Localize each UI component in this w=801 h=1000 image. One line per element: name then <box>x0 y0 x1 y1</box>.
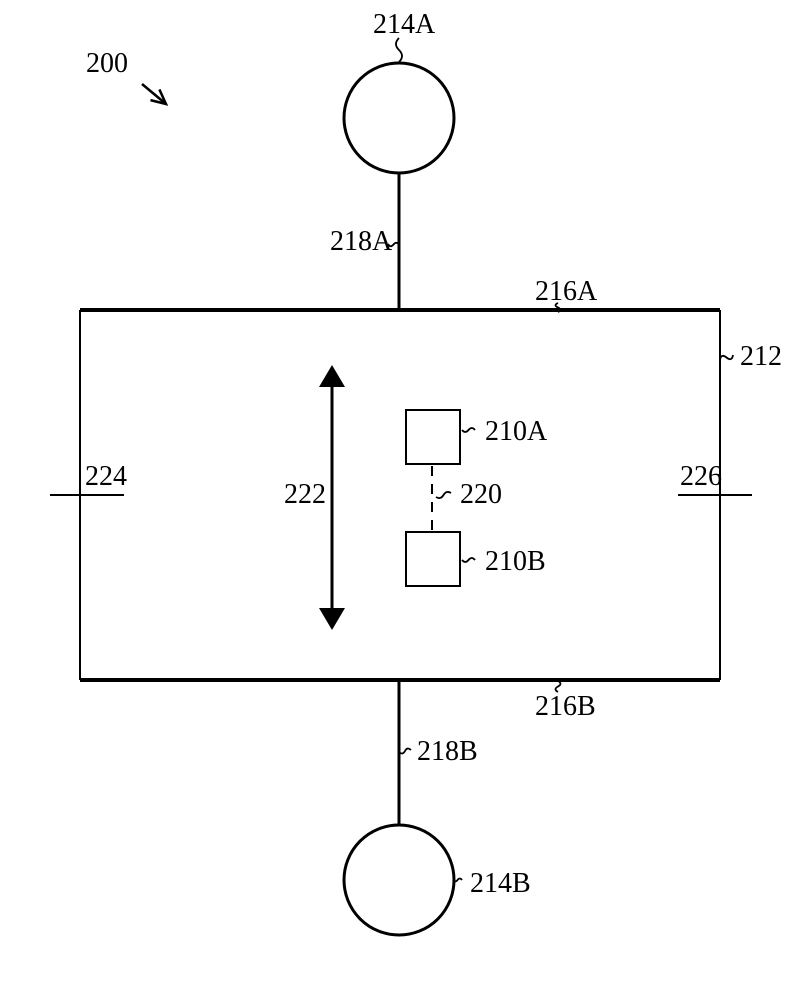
label-200: 200 <box>86 48 128 79</box>
label-226: 226 <box>680 461 722 492</box>
lead-ll212 <box>720 355 733 360</box>
label-214a: 214A <box>373 9 436 40</box>
node-210b <box>406 532 460 586</box>
label-216b: 216B <box>535 691 596 722</box>
label-210a: 210A <box>485 416 548 447</box>
lead-ll220 <box>436 492 451 498</box>
lead-ll214A <box>396 38 402 62</box>
arrow-222-head-up <box>319 365 345 387</box>
arrow-222-head-down <box>319 608 345 630</box>
label-220: 220 <box>460 479 502 510</box>
node-214a <box>344 63 454 173</box>
lead-ll210B <box>462 558 475 562</box>
lead-ll210A <box>462 428 475 432</box>
label-222: 222 <box>284 479 326 510</box>
node-214b <box>344 825 454 935</box>
label-212: 212 <box>740 341 782 372</box>
node-210a <box>406 410 460 464</box>
label-218b: 218B <box>417 736 478 767</box>
label-216a: 216A <box>535 276 598 307</box>
label-224: 224 <box>85 461 127 492</box>
label-218a: 218A <box>330 226 393 257</box>
lead-ll218B <box>399 748 411 753</box>
label-214b: 214B <box>470 868 531 899</box>
label-210b: 210B <box>485 546 546 577</box>
